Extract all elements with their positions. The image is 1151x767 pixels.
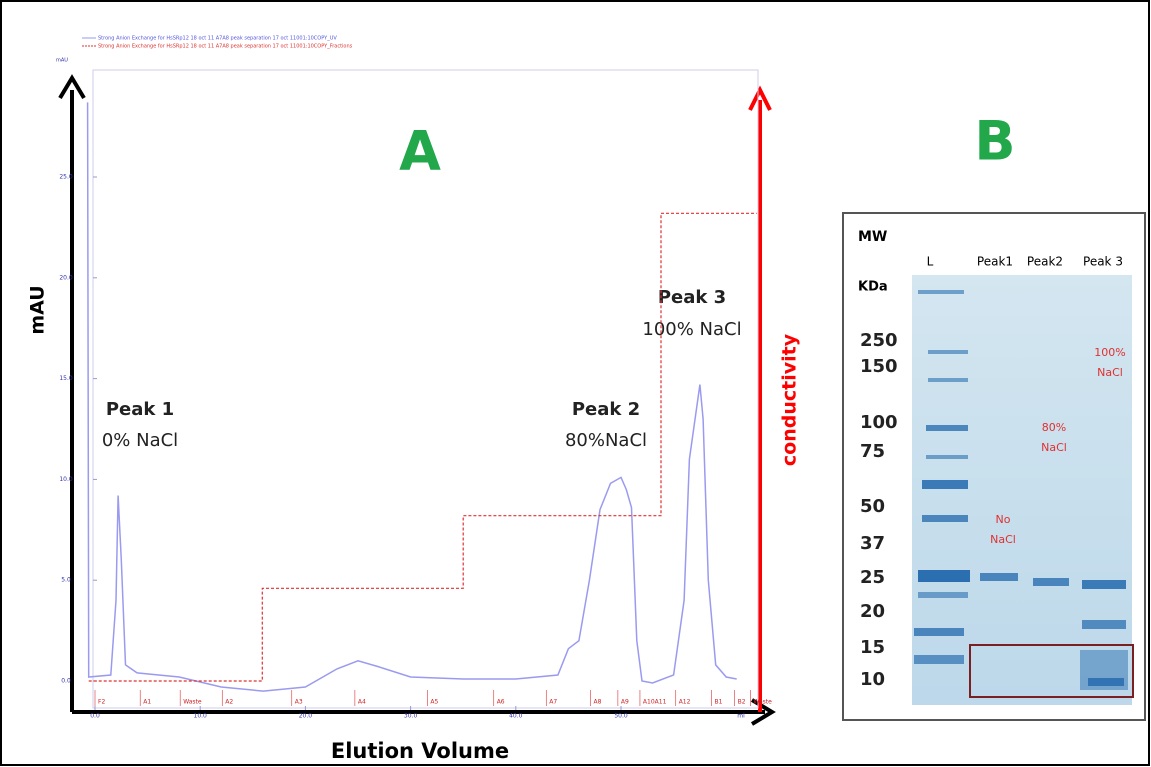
band [918, 290, 964, 294]
gel-note: NaCl [1097, 366, 1123, 379]
x-tick-label: 10.0 [194, 713, 208, 720]
fraction-label: A9 [621, 699, 629, 706]
fraction-label: A8 [593, 699, 601, 706]
marker-label: 20 [860, 601, 885, 622]
annotation-text: 0% NaCl [102, 430, 178, 451]
annotation-title: Peak 3 [658, 287, 726, 308]
band [918, 592, 968, 598]
band [922, 480, 968, 489]
band [926, 455, 968, 459]
lane-label: Peak1 [977, 255, 1013, 269]
x-tick-label: 40.0 [509, 713, 523, 720]
band [980, 573, 1018, 581]
fraction-label: B1 [714, 699, 722, 706]
panel-label: A [399, 120, 441, 183]
annotation-title: Peak 2 [572, 399, 640, 420]
y-tick-label: 0.0 [61, 678, 71, 685]
fraction-label: Waste [183, 699, 202, 706]
highlight-box [969, 644, 1134, 698]
y-tick-label: 10.0 [59, 476, 73, 483]
legend-entry: Strong Anion Exchange for HsSRp12 18 oct… [98, 36, 337, 42]
marker-label: 25 [860, 567, 885, 588]
y2-axis-title: conductivity [779, 333, 801, 466]
band [914, 655, 964, 664]
marker-label: 37 [860, 533, 885, 554]
fraction-label: A4 [358, 699, 366, 706]
fraction-label: F2 [98, 699, 105, 706]
gel-note: NaCl [1041, 441, 1067, 454]
series-line [86, 102, 737, 692]
y2-arrow-head [748, 85, 772, 111]
lane-label: Peak2 [1027, 255, 1063, 269]
marker-label: 100 [860, 412, 898, 433]
annotation-title: Peak 1 [106, 399, 174, 420]
marker-label: 50 [860, 496, 885, 517]
annotation-text: 100% NaCl [642, 319, 741, 340]
marker-label: 10 [860, 669, 885, 690]
gel-image [912, 275, 1132, 705]
gel-mw: MW [858, 229, 887, 245]
band [922, 515, 968, 522]
fraction-label: A10A11 [643, 699, 667, 706]
gel-note: NaCl [990, 533, 1016, 546]
fraction-label: A5 [430, 699, 438, 706]
fraction-label: A1 [143, 699, 151, 706]
y-unit: mAU [56, 58, 68, 64]
fraction-label: A12 [679, 699, 691, 706]
fraction-label: A2 [225, 699, 233, 706]
marker-label: 150 [860, 356, 898, 377]
band [1082, 620, 1126, 629]
gel-unit: KDa [858, 280, 888, 295]
y-arrow-head [58, 74, 86, 100]
x-axis-title: Elution Volume [331, 739, 509, 763]
fraction-label: B2 [738, 699, 746, 706]
gel-note: 100% [1094, 346, 1125, 359]
lane-label: L [927, 255, 934, 269]
fraction-label: A6 [497, 699, 505, 706]
fraction-label: A3 [295, 699, 303, 706]
band [926, 425, 968, 431]
band [1033, 578, 1069, 586]
y-tick-label: 20.0 [59, 274, 73, 281]
fraction-label: Waste [753, 699, 772, 706]
band [1088, 678, 1124, 686]
band [918, 570, 970, 582]
x-tick-label: 30.0 [404, 713, 418, 720]
y-tick-label: 15.0 [59, 375, 73, 382]
band [914, 628, 964, 636]
x-tick-label: 0.0 [90, 713, 100, 720]
gel-note: 80% [1042, 421, 1066, 434]
annotation-text: 80%NaCl [565, 430, 647, 451]
x-tick-label: 20.0 [299, 713, 313, 720]
legend-entry: Strong Anion Exchange for HsSRp12 18 oct… [98, 44, 353, 50]
band [928, 350, 968, 354]
marker-label: 250 [860, 330, 898, 351]
plot-frame [92, 69, 759, 709]
marker-label: 75 [860, 441, 885, 462]
marker-label: 15 [860, 637, 885, 658]
gel-bands [914, 290, 1128, 690]
x-tick-label: 50.0 [614, 713, 628, 720]
plot: 0.0 5.0 10.0 15.0 20.0 25.0 0.0 10.0 20.0 30.0 40.… [59, 102, 772, 720]
lane-label: Peak 3 [1083, 255, 1123, 269]
band [1082, 580, 1126, 589]
panel-label: B [974, 110, 1015, 173]
y-tick-label: 25.0 [59, 174, 73, 181]
y-tick-label: 5.0 [61, 577, 71, 584]
y-axis-title: mAU [27, 285, 49, 334]
x-unit: ml [737, 713, 745, 720]
gel-labels: L Peak1 Peak2 Peak 3 250 150 100 75 50 37 25 20 15 10… [860, 255, 1126, 691]
fraction-label: A7 [549, 699, 557, 706]
band [928, 378, 968, 382]
gel-note: No [996, 513, 1011, 526]
